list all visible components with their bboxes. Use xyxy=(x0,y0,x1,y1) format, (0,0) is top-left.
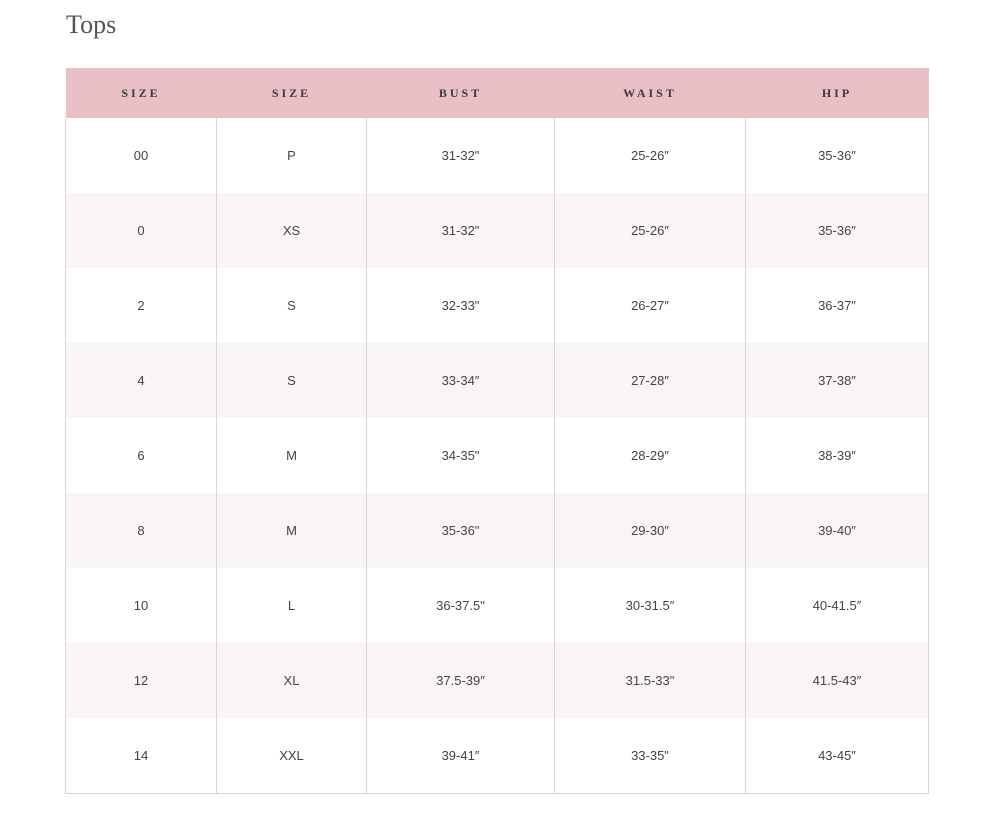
table-row: 8 M 35-36" 29-30″ 39-40″ xyxy=(65,493,929,568)
cell-size-letter: XXL xyxy=(216,718,367,794)
cell-bust: 35-36" xyxy=(366,493,555,568)
cell-size-letter: P xyxy=(216,118,367,193)
cell-bust: 31-32" xyxy=(366,193,555,268)
cell-waist: 28-29″ xyxy=(554,418,746,493)
table-row: 14 XXL 39-41″ 33-35" 43-45″ xyxy=(65,718,929,794)
cell-hip: 39-40″ xyxy=(745,493,929,568)
size-chart-table: SIZE SIZE BUST WAIST HIP 00 P 31-32" 25-26″ 35-3… xyxy=(65,68,929,794)
cell-waist: 26-27″ xyxy=(554,268,746,343)
cell-bust: 33-34″ xyxy=(366,343,555,418)
table-row: 0 XS 31-32" 25-26″ 35-36″ xyxy=(65,193,929,268)
table-row: 2 S 32-33" 26-27″ 36-37″ xyxy=(65,268,929,343)
cell-size-number: 4 xyxy=(65,343,217,418)
cell-waist: 33-35" xyxy=(554,718,746,794)
cell-size-number: 6 xyxy=(65,418,217,493)
table-row: 4 S 33-34″ 27-28″ 37-38″ xyxy=(65,343,929,418)
cell-size-number: 10 xyxy=(65,568,217,643)
cell-hip: 38-39″ xyxy=(745,418,929,493)
cell-waist: 30-31.5″ xyxy=(554,568,746,643)
table-header-row: SIZE SIZE BUST WAIST HIP xyxy=(65,68,929,118)
cell-size-number: 12 xyxy=(65,643,217,718)
page-title: Tops xyxy=(66,10,117,39)
column-header-size-letter: SIZE xyxy=(216,68,367,118)
cell-size-number: 8 xyxy=(65,493,217,568)
column-header-size-number: SIZE xyxy=(65,68,217,118)
cell-size-letter: M xyxy=(216,493,367,568)
cell-bust: 39-41″ xyxy=(366,718,555,794)
cell-hip: 36-37″ xyxy=(745,268,929,343)
cell-bust: 37.5-39″ xyxy=(366,643,555,718)
cell-size-number: 0 xyxy=(65,193,217,268)
cell-size-letter: XL xyxy=(216,643,367,718)
cell-size-letter: M xyxy=(216,418,367,493)
cell-bust: 34-35" xyxy=(366,418,555,493)
cell-size-number: 14 xyxy=(65,718,217,794)
cell-size-letter: S xyxy=(216,268,367,343)
cell-size-number: 2 xyxy=(65,268,217,343)
cell-waist: 29-30″ xyxy=(554,493,746,568)
cell-hip: 35-36″ xyxy=(745,118,929,193)
cell-waist: 31.5-33" xyxy=(554,643,746,718)
cell-size-number: 00 xyxy=(65,118,217,193)
cell-bust: 31-32" xyxy=(366,118,555,193)
cell-hip: 43-45″ xyxy=(745,718,929,794)
table-row: 6 M 34-35" 28-29″ 38-39″ xyxy=(65,418,929,493)
cell-waist: 25-26″ xyxy=(554,118,746,193)
column-header-waist: WAIST xyxy=(554,68,746,118)
table-row: 00 P 31-32" 25-26″ 35-36″ xyxy=(65,118,929,193)
table-row: 10 L 36-37.5" 30-31.5″ 40-41.5″ xyxy=(65,568,929,643)
cell-size-letter: XS xyxy=(216,193,367,268)
cell-hip: 35-36″ xyxy=(745,193,929,268)
cell-bust: 32-33" xyxy=(366,268,555,343)
table-row: 12 XL 37.5-39″ 31.5-33" 41.5-43″ xyxy=(65,643,929,718)
cell-hip: 41.5-43″ xyxy=(745,643,929,718)
cell-size-letter: L xyxy=(216,568,367,643)
column-header-bust: BUST xyxy=(366,68,555,118)
cell-bust: 36-37.5" xyxy=(366,568,555,643)
cell-waist: 27-28″ xyxy=(554,343,746,418)
cell-waist: 25-26″ xyxy=(554,193,746,268)
cell-hip: 37-38″ xyxy=(745,343,929,418)
column-header-hip: HIP xyxy=(745,68,929,118)
cell-hip: 40-41.5″ xyxy=(745,568,929,643)
cell-size-letter: S xyxy=(216,343,367,418)
